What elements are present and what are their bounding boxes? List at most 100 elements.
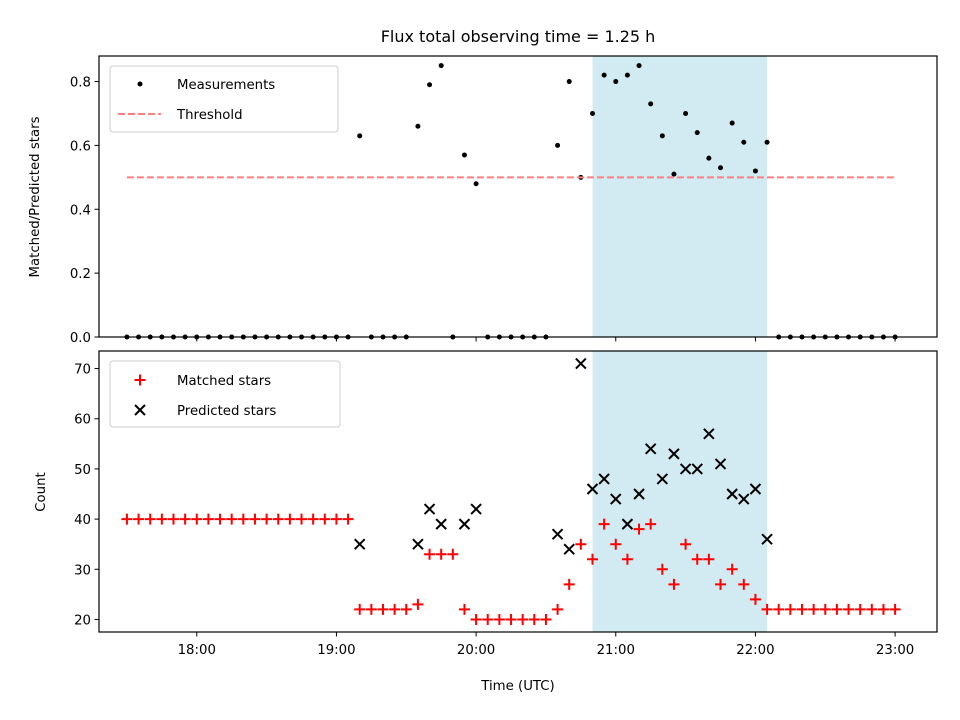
measurement-point	[624, 72, 630, 78]
matched-star-point	[761, 603, 773, 615]
matched-star-point	[540, 613, 552, 625]
top-y-axis: 0.0 0.2 0.4 0.6 0.8	[70, 76, 99, 346]
matched-star-point	[412, 598, 424, 610]
matched-star-point	[307, 513, 319, 525]
measurement-legend-marker	[137, 81, 143, 87]
matched-star-point	[784, 603, 796, 615]
predicted-legend-marker	[134, 404, 146, 416]
predicted-star-points	[354, 357, 773, 555]
x-tick-label: 19:00	[317, 643, 355, 658]
measurement-point	[438, 63, 444, 69]
predicted-star-point	[621, 518, 634, 530]
matched-star-point	[121, 513, 133, 525]
matched-star-point	[167, 513, 179, 525]
predicted-star-point	[644, 443, 657, 455]
measurement-point	[694, 130, 700, 136]
top-panel: 0.00.20.40.60.8 Matched/Predicted stars …	[28, 55, 938, 346]
measurement-point	[752, 168, 758, 174]
predicted-star-point	[563, 543, 575, 555]
measurement-point	[764, 139, 770, 145]
matched-star-point	[435, 548, 447, 560]
matched-star-point	[854, 603, 866, 615]
matched-star-point	[831, 603, 843, 615]
matched-star-point	[773, 603, 785, 615]
predicted-star-point	[354, 538, 366, 550]
matched-star-point	[424, 548, 436, 560]
measurement-point	[648, 101, 654, 107]
matched-star-point	[645, 518, 657, 530]
bottom-y-tick-label: 40	[74, 513, 91, 528]
bottom-legend-frame	[109, 360, 341, 428]
matched-star-point	[214, 513, 226, 525]
measurement-point	[729, 120, 735, 126]
top-legend: Measurements Threshold	[109, 65, 339, 133]
predicted-star-point	[575, 357, 587, 370]
measurement-point	[659, 133, 665, 139]
matched-star-points	[121, 513, 901, 625]
matched-star-point	[866, 603, 878, 615]
measurement-point	[636, 63, 642, 69]
matched-star-point	[377, 603, 389, 615]
matched-star-point	[470, 613, 482, 625]
measurement-point	[473, 181, 479, 187]
measurement-point	[718, 165, 724, 171]
matched-star-point	[493, 613, 505, 625]
predicted-star-point	[749, 483, 762, 495]
top-legend-frame	[109, 65, 339, 133]
matched-star-point	[226, 513, 238, 525]
top-y-tick-label: 0.0	[70, 331, 91, 346]
bottom-y-axis: 20 30 40 50 60 70	[74, 363, 99, 628]
matched-star-point	[877, 603, 889, 615]
matched-star-point	[191, 513, 203, 525]
x-tick-label: 18:00	[178, 643, 216, 658]
top-highlight-span	[592, 56, 768, 337]
matched-star-point	[680, 538, 692, 550]
legend-label-matched: Matched stars	[177, 374, 271, 389]
matched-star-point	[296, 513, 308, 525]
bottom-plot-frame	[98, 350, 938, 633]
matched-star-point	[528, 613, 540, 625]
matched-star-point	[389, 603, 401, 615]
measurement-point	[589, 110, 595, 116]
predicted-star-point	[412, 538, 424, 550]
predicted-star-point	[703, 428, 715, 440]
predicted-star-point	[458, 518, 471, 530]
bottom-highlight-span	[592, 351, 768, 632]
matched-star-point	[715, 578, 727, 590]
matched-star-point	[505, 613, 517, 625]
matched-star-point	[319, 513, 331, 525]
measurement-point	[415, 123, 421, 129]
bottom-y-tick-label: 50	[74, 463, 91, 478]
bottom-y-axis-label: Count	[34, 472, 49, 512]
x-tick-label: 22:00	[736, 643, 774, 658]
predicted-star-point	[679, 463, 692, 475]
matched-star-point	[586, 553, 598, 565]
legend-label-predicted: Predicted stars	[177, 404, 276, 419]
matched-star-point	[796, 603, 808, 615]
predicted-star-point	[435, 518, 447, 530]
legend-label-threshold: Threshold	[176, 108, 243, 123]
x-tick-label: 21:00	[597, 643, 635, 658]
matched-star-point	[656, 563, 668, 575]
matched-star-point	[819, 603, 831, 615]
matched-star-point	[808, 603, 820, 615]
measurement-point	[555, 142, 561, 148]
predicted-star-point	[726, 488, 738, 500]
matched-star-point	[517, 613, 529, 625]
matched-star-point	[726, 563, 738, 575]
matched-star-point	[889, 603, 901, 615]
measurement-point	[683, 110, 689, 116]
matched-star-point	[633, 523, 645, 535]
matched-star-point	[284, 513, 296, 525]
matched-star-point	[691, 553, 703, 565]
matched-star-point	[621, 553, 633, 565]
bottom-y-tick-label: 70	[74, 363, 91, 378]
bottom-x-axis: 18:00 19:00 20:00 21:00 22:00 23:00	[178, 632, 914, 658]
bottom-y-tick-label: 20	[74, 613, 91, 628]
top-y-tick-label: 0.6	[70, 139, 91, 154]
measurement-point	[741, 139, 747, 145]
predicted-star-point	[738, 493, 750, 505]
top-plot-frame	[98, 55, 938, 338]
matched-star-point	[330, 513, 342, 525]
measurement-point	[427, 82, 433, 88]
